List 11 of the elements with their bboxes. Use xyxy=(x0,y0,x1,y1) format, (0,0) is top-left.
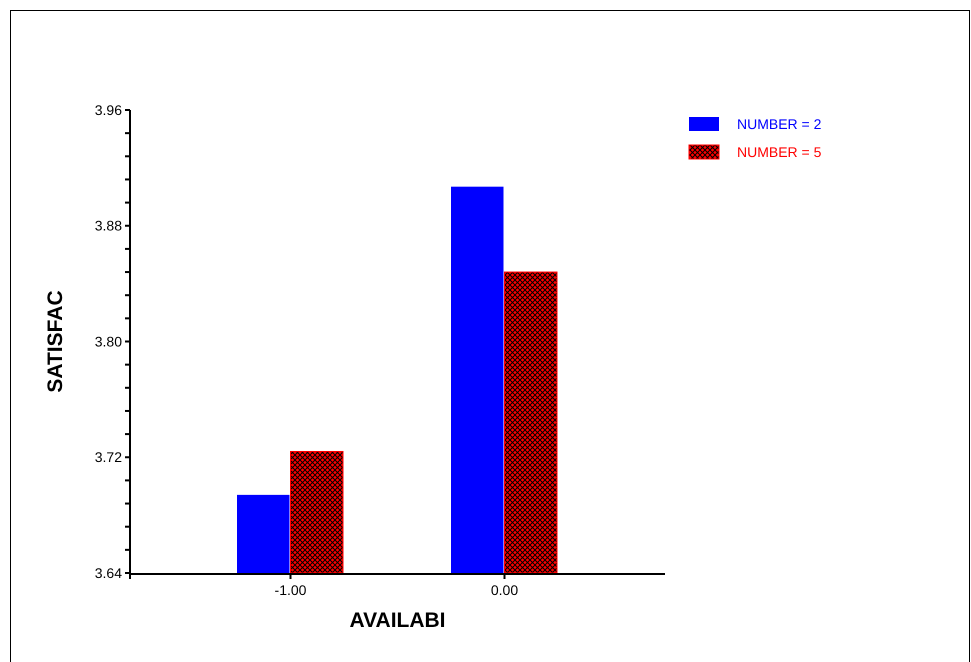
y-tick-label: 3.88 xyxy=(94,218,122,234)
x-tick-label: -1.00 xyxy=(274,582,307,598)
y-tick-label: 3.64 xyxy=(94,564,122,581)
x-axis-title: AVAILABI xyxy=(349,609,446,632)
y-tick-label: 3.80 xyxy=(94,333,122,350)
x-tick-label: 0.00 xyxy=(490,582,518,598)
legend-label: NUMBER = 5 xyxy=(737,144,822,160)
y-tick-label: 3.72 xyxy=(94,449,122,466)
legend-label: NUMBER = 2 xyxy=(737,116,822,132)
y-axis-title: SATISFAC xyxy=(44,290,67,393)
y-tick-label: 3.96 xyxy=(94,102,122,118)
